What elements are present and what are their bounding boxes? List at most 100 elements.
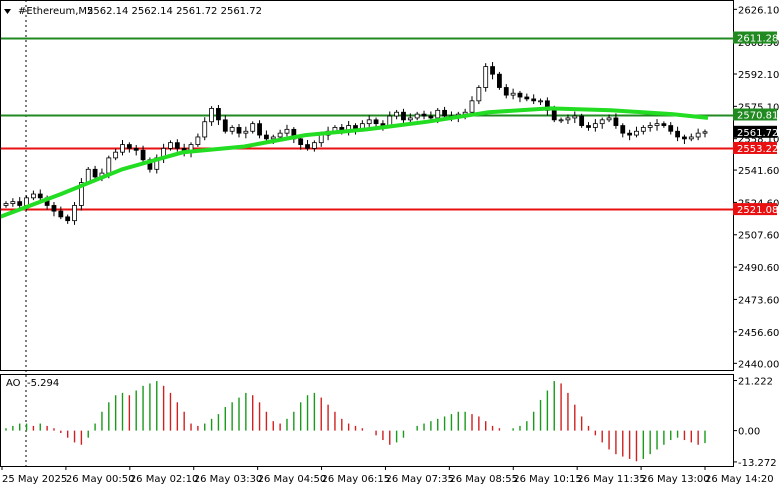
candle-body: [538, 100, 543, 103]
candle-body: [92, 168, 98, 178]
candles: [3, 62, 708, 225]
candle-body: [510, 92, 516, 96]
candle-body: [428, 115, 434, 119]
candle-body: [140, 149, 146, 161]
candle-body: [558, 119, 564, 122]
candle-body: [373, 119, 379, 125]
candle-body: [490, 66, 495, 75]
candle-body: [270, 136, 276, 140]
candle-body: [565, 117, 571, 121]
candle-body: [435, 109, 441, 119]
candle-body: [476, 87, 482, 102]
level-tags: 2611.28 2570.81 2553.22 2521.08 2561.72: [733, 31, 778, 216]
moving-average-line: [0, 106, 709, 219]
ao-panel-frame: [0, 374, 734, 467]
price-panel-frame: [0, 0, 734, 371]
price-tick-label: 2456.60: [738, 328, 779, 339]
candle-body: [394, 111, 400, 117]
candle-body: [469, 100, 475, 113]
candle-body: [106, 157, 112, 174]
candle-body: [202, 121, 208, 138]
chart-ohlc-values: 2562.14 2562.14 2561.72 2561.72: [87, 6, 262, 17]
candle-body: [311, 142, 317, 149]
candle-body: [531, 98, 537, 102]
time-tick-label: 26 May 14:20: [705, 474, 774, 485]
candle-body: [524, 96, 530, 100]
candle-body: [113, 151, 119, 159]
candle-body: [58, 210, 64, 218]
level-2521.08-tag-bg: [733, 203, 777, 216]
candle-body: [613, 117, 619, 126]
price-tick-label: 2592.10: [738, 70, 779, 81]
ao-value: -5.294: [27, 378, 59, 389]
level-2611.28-tag-label: 2611.28: [737, 34, 778, 45]
candle-body: [257, 123, 262, 136]
candle-body: [620, 125, 626, 134]
level-2570.81-tag-bg: [733, 108, 777, 121]
time-tick-label: 26 May 02:10: [130, 474, 199, 485]
candle-body: [702, 131, 708, 134]
symbol-dropdown-icon[interactable]: [4, 9, 11, 14]
current-price-tag-label: 2561.72: [737, 128, 778, 139]
price-tick-label: 2558.10: [738, 135, 779, 146]
ao-label: AO: [6, 378, 21, 389]
candle-body: [654, 123, 660, 126]
chart-symbol-label: #Ethereum,M5: [18, 6, 93, 17]
candle-body: [483, 66, 489, 88]
time-tick-label: 26 May 04:50: [258, 474, 327, 485]
candle-body: [517, 92, 523, 98]
candle-body: [209, 108, 214, 123]
candle-body: [579, 115, 585, 126]
time-tick-label: 26 May 03:30: [194, 474, 263, 485]
candle-body: [133, 147, 139, 151]
candle-body: [627, 132, 633, 136]
ao-tick-label: 21.222: [738, 377, 773, 388]
time-tick-label: 26 May 07:35: [385, 474, 454, 485]
candle-body: [586, 125, 591, 128]
price-tick-label: 2473.60: [738, 295, 779, 306]
candle-body: [661, 123, 667, 126]
ao-tick-label: -13.272: [738, 458, 777, 469]
candle-body: [250, 123, 256, 132]
candle-body: [126, 144, 132, 149]
candle-body: [634, 130, 639, 136]
candle-body: [640, 127, 646, 132]
price-tick-label: 2541.60: [738, 166, 779, 177]
candle-body: [668, 125, 674, 132]
candle-body: [318, 134, 324, 144]
time-tick-label: 26 May 13:00: [641, 474, 710, 485]
candle-body: [243, 130, 249, 134]
candle-body: [10, 201, 16, 204]
time-tick-label: 26 May 10:15: [513, 474, 582, 485]
candle-body: [421, 113, 427, 117]
candle-body: [592, 123, 598, 128]
candle-body: [277, 132, 283, 138]
current-price-tag-bg: [733, 125, 777, 138]
candle-body: [675, 130, 680, 138]
candle-body: [51, 205, 57, 212]
candle-body: [305, 144, 310, 149]
price-tick-label: 2490.60: [738, 263, 779, 274]
price-tick-label: 2507.60: [738, 231, 779, 242]
level-2521.08-tag-label: 2521.08: [737, 205, 778, 216]
price-axis: 2626.10 2608.90 2592.10 2575.10 2558.10 2541.…: [733, 5, 779, 370]
candle-body: [572, 115, 578, 119]
price-tick-label: 2575.10: [738, 102, 779, 113]
time-tick-label: 25 May 2025: [2, 474, 67, 485]
ao-axis: 21.222 0.00 -13.272: [733, 377, 777, 469]
candle-body: [695, 132, 701, 138]
candle-body: [298, 138, 304, 145]
candle-body: [442, 109, 447, 117]
candle-body: [236, 127, 242, 134]
candle-body: [503, 87, 509, 96]
time-tick-label: 26 May 06:15: [322, 474, 391, 485]
candle-body: [551, 109, 557, 121]
candle-body: [229, 127, 235, 132]
candle-body: [174, 142, 180, 149]
ao-tick-label: 0.00: [738, 427, 760, 438]
candle-body: [497, 73, 502, 88]
level-2553.22-tag-bg: [733, 141, 777, 154]
